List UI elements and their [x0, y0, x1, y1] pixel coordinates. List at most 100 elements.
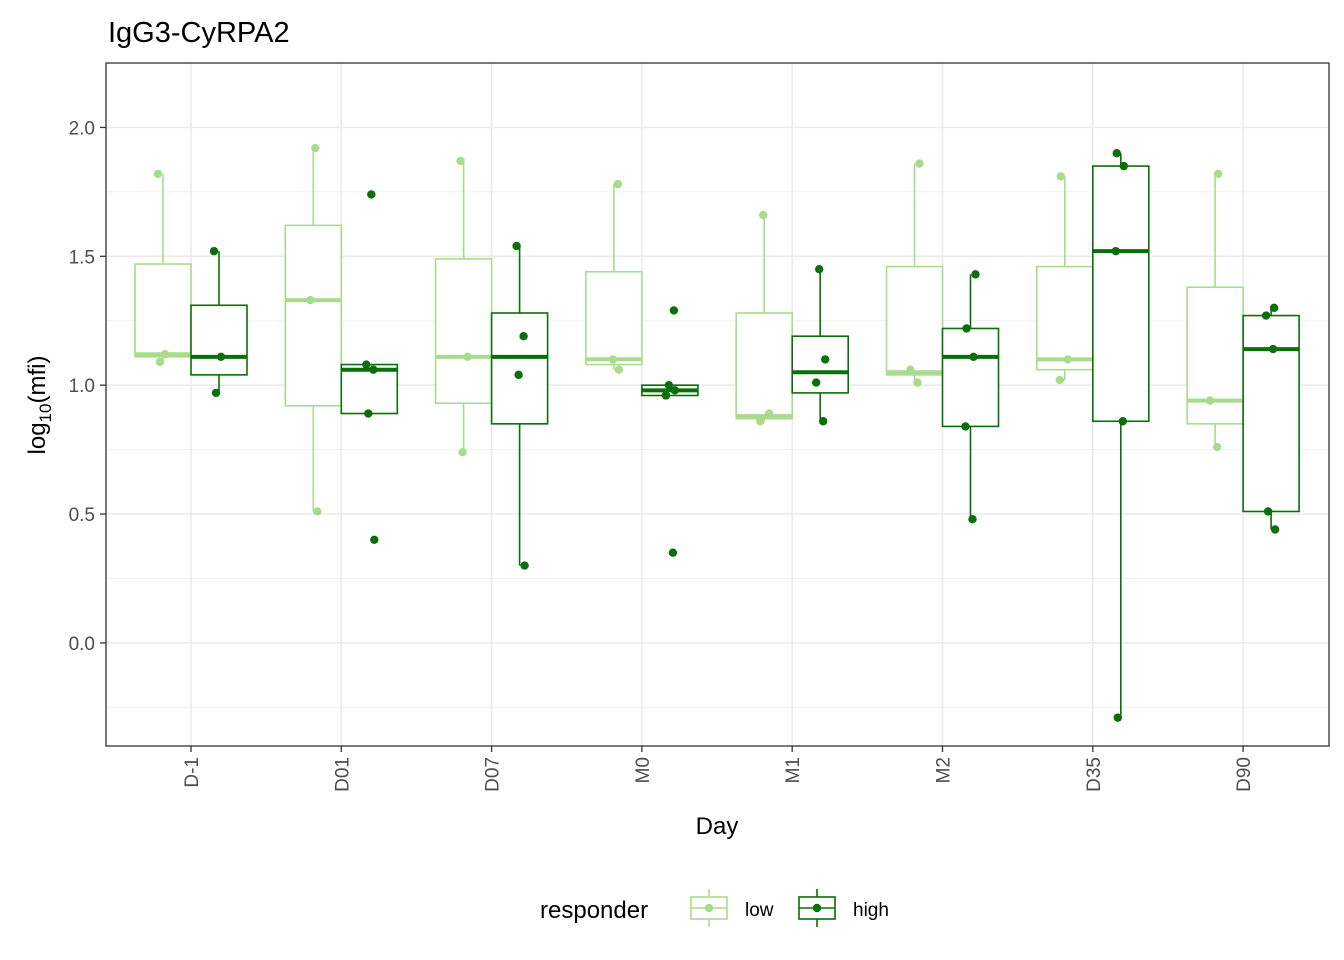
legend-title: responder	[540, 897, 648, 924]
point-high-M0	[668, 548, 678, 557]
point-low-D07	[458, 447, 467, 457]
point-low-D90	[1205, 396, 1215, 405]
point-low-M0	[614, 365, 624, 374]
point-low-M1	[765, 409, 774, 418]
point-high-M2	[961, 422, 970, 431]
x-axis-title: Day	[696, 813, 739, 840]
point-low-D-1	[155, 357, 165, 367]
y-tick-label: 0.0	[69, 634, 95, 655]
box-iqr	[735, 312, 794, 420]
point-low-M1	[759, 210, 768, 220]
point-high-D07	[512, 241, 521, 251]
x-tick-label: D01	[332, 757, 353, 792]
legend-label-high: high	[853, 900, 889, 921]
point-low-M2	[906, 365, 915, 374]
point-high-M1	[815, 264, 824, 274]
x-tick-label: M1	[783, 757, 804, 783]
point-high-D-1	[211, 388, 221, 398]
point-high-D-1	[209, 246, 219, 256]
point-high-D01	[370, 535, 379, 545]
point-high-M1	[812, 378, 821, 387]
legend-label-low: low	[745, 900, 774, 921]
chart-title: IgG3-CyRPA2	[108, 17, 290, 49]
point-low-D07	[456, 156, 465, 166]
box-iqr	[1186, 286, 1244, 425]
box-iqr	[885, 265, 944, 376]
point-high-D35	[1113, 713, 1123, 722]
point-high-D35	[1118, 417, 1128, 426]
box-low-M1	[735, 215, 794, 422]
point-low-D01	[313, 507, 322, 516]
legend-key-high	[798, 889, 836, 927]
box-iqr	[434, 258, 493, 405]
point-low-D-1	[153, 169, 163, 179]
point-high-D07	[519, 332, 528, 341]
point-high-M2	[971, 270, 980, 279]
point-high-D90	[1270, 525, 1280, 534]
point-low-M2	[915, 159, 924, 168]
y-axis-title-subscript: 10	[36, 404, 55, 423]
box-iqr	[340, 363, 399, 415]
box-iqr	[791, 335, 850, 394]
x-tick-label: D-1	[182, 757, 203, 788]
point-low-D01	[306, 295, 315, 305]
box-low-D90	[1186, 173, 1244, 448]
point-low-D07	[463, 352, 472, 362]
box-iqr	[190, 304, 248, 376]
y-tick-label: 1.5	[69, 247, 95, 268]
box-low-D07	[434, 160, 493, 453]
box-iqr	[585, 270, 643, 366]
point-high-D01	[362, 360, 371, 369]
point-low-D-1	[160, 350, 170, 359]
legend-key-point	[704, 903, 714, 913]
point-high-D90	[1261, 311, 1271, 320]
legend: responder low high	[540, 889, 889, 927]
point-high-D01	[364, 409, 373, 418]
box-iqr	[284, 224, 343, 407]
point-low-M2	[913, 378, 922, 387]
box-low-D35	[1036, 176, 1094, 381]
box-high-D35	[1092, 153, 1150, 718]
point-low-D90	[1213, 169, 1223, 179]
y-axis-title-paren-close: )	[24, 356, 51, 364]
point-high-D90	[1263, 507, 1273, 516]
point-high-M2	[962, 324, 971, 333]
box-iqr	[490, 312, 549, 425]
y-tick-label: 1.0	[69, 376, 95, 397]
legend-key-point	[812, 903, 822, 913]
box-iqr	[941, 327, 1000, 428]
box-high-D90	[1242, 307, 1300, 530]
point-high-D35	[1112, 149, 1122, 158]
point-low-M1	[756, 417, 765, 426]
y-axis: 0.0 0.5 1.0 1.5 2.0	[69, 118, 106, 655]
box-high-M2	[941, 274, 1000, 520]
point-high-M0	[670, 386, 680, 395]
point-low-D01	[311, 143, 320, 153]
point-high-D-1	[216, 352, 226, 362]
x-tick-label: M0	[633, 757, 654, 783]
points	[153, 143, 1280, 722]
point-high-D07	[514, 370, 523, 380]
point-high-M0	[669, 306, 679, 315]
x-tick-label: M2	[934, 757, 955, 783]
point-high-D01	[369, 365, 378, 374]
point-high-M2	[968, 514, 977, 524]
x-axis: D-1 D01 D07 M0 M1 M2 D35 D90	[182, 746, 1255, 792]
y-axis-title-inner: mfi	[24, 364, 51, 396]
point-high-M2	[969, 352, 978, 362]
point-low-M0	[608, 355, 618, 364]
point-high-M1	[821, 355, 830, 364]
point-high-M1	[819, 417, 828, 426]
point-high-M0	[661, 391, 671, 400]
point-low-D35	[1055, 375, 1065, 385]
point-high-M0	[664, 380, 674, 390]
point-high-D35	[1111, 246, 1121, 256]
box-iqr	[1036, 265, 1094, 371]
x-tick-label: D35	[1084, 757, 1105, 792]
box-iqr	[134, 263, 192, 358]
box-iqr	[1092, 165, 1150, 423]
point-high-D90	[1269, 303, 1279, 313]
point-high-D01	[367, 190, 376, 199]
